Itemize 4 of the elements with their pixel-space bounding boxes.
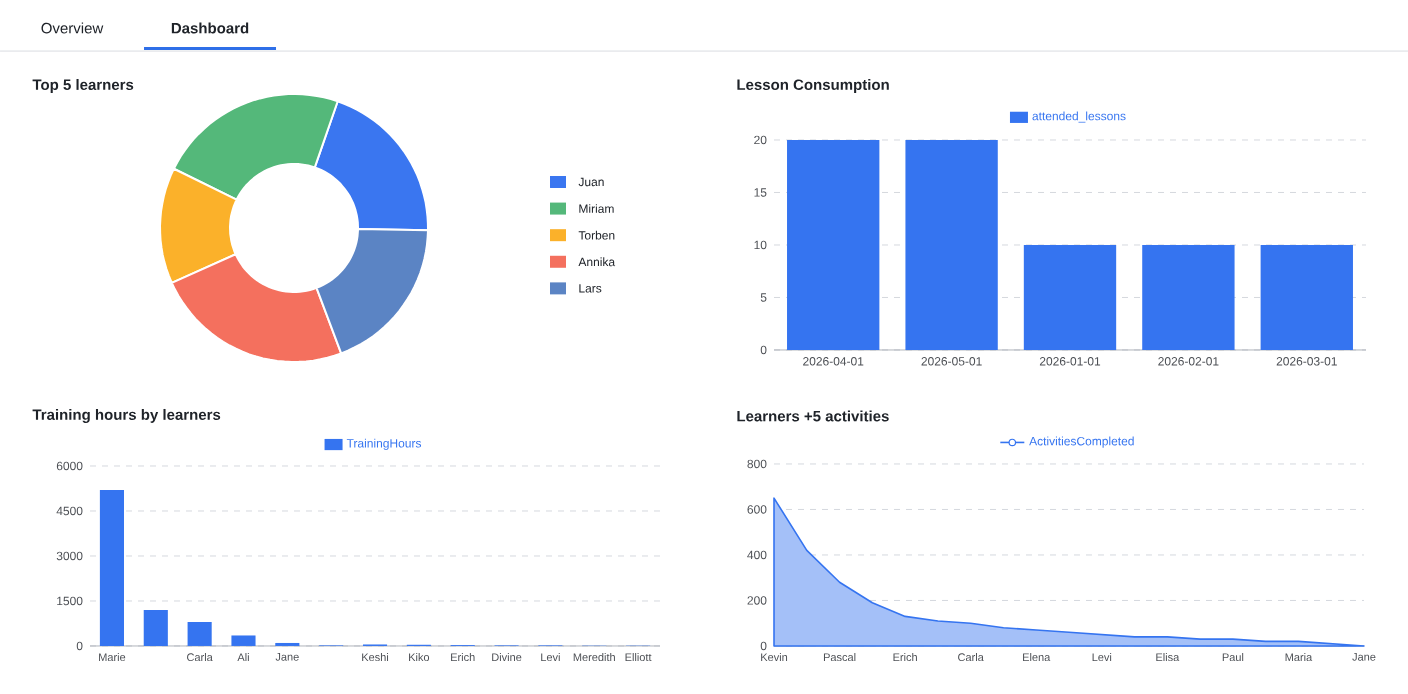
bar xyxy=(187,621,212,646)
bar xyxy=(143,609,168,646)
bar xyxy=(231,635,256,646)
bar xyxy=(99,489,124,646)
